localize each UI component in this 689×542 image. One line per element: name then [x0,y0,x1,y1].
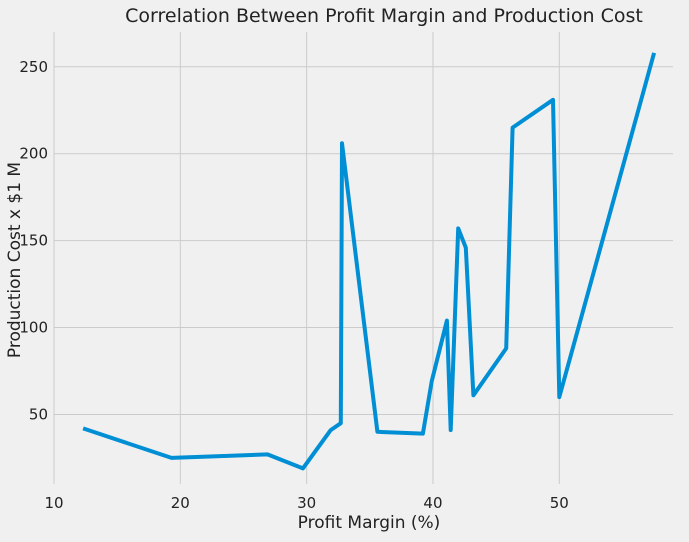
y-tick-label-2: 150 [19,232,48,250]
grid [53,32,673,484]
x-tick-label-3: 40 [423,494,442,512]
x-tick-label-0: 10 [44,494,63,512]
x-tick-label-1: 20 [171,494,190,512]
chart-title: Correlation Between Profit Margin and Pr… [125,5,643,27]
y-axis-label: Production Cost x $1 M [5,162,25,358]
series-layer [82,52,657,471]
x-tick-label-4: 50 [550,494,569,512]
y-tick-label-1: 100 [19,319,48,337]
tick-labels: 10 20 30 40 50 50 100 150 200 250 [19,58,568,512]
y-tick-label-0: 50 [29,405,48,423]
y-tick-label-3: 200 [19,145,48,163]
y-tick-label-4: 250 [19,58,48,76]
series-line-0 [82,52,657,471]
x-axis-label: Profit Margin (%) [298,513,441,533]
x-tick-label-2: 30 [297,494,316,512]
